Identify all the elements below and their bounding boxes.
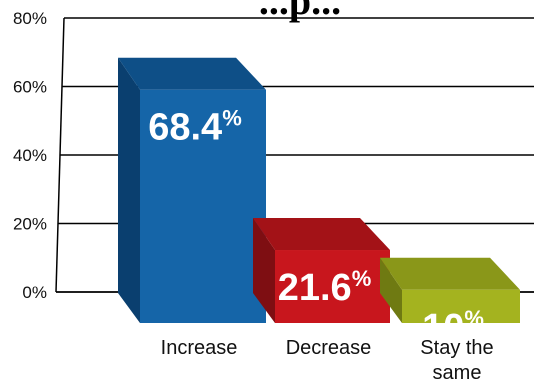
value-number: 68.4 xyxy=(148,107,222,149)
bar-side xyxy=(118,57,140,323)
y-tick-label: 20% xyxy=(13,215,47,234)
bar-front xyxy=(140,89,266,323)
value-unit: % xyxy=(464,306,484,331)
bar-decrease xyxy=(253,218,390,323)
bar-top xyxy=(380,257,520,290)
x-tick-label: Increase xyxy=(161,337,238,359)
x-tick-label: same xyxy=(433,362,482,384)
value-label: 68.4% xyxy=(148,106,242,149)
bar-side xyxy=(380,257,402,323)
bar-top xyxy=(118,57,266,90)
chart-title: ...p... xyxy=(259,0,341,23)
bars xyxy=(118,57,520,323)
bar-side xyxy=(253,218,275,323)
value-unit: % xyxy=(352,266,372,291)
y-tick-label: 80% xyxy=(13,9,47,28)
y-axis-line xyxy=(55,17,65,293)
value-number: 10 xyxy=(422,307,464,349)
bar-front xyxy=(402,289,520,323)
value-number: 21.6 xyxy=(278,267,352,309)
bar-top xyxy=(253,218,390,251)
y-tick-label: 60% xyxy=(13,78,47,97)
value-label: 21.6% xyxy=(278,266,372,309)
y-tick-label: 0% xyxy=(22,283,47,302)
bar-front xyxy=(275,250,390,323)
bar-increase xyxy=(118,57,266,323)
y-tick-label: 40% xyxy=(13,146,47,165)
value-unit: % xyxy=(222,106,242,131)
x-tick-label: Stay the xyxy=(420,337,493,359)
bar-stay-the-same xyxy=(380,257,520,323)
x-tick-label: Decrease xyxy=(286,337,372,359)
value-label: 10% xyxy=(422,306,484,349)
